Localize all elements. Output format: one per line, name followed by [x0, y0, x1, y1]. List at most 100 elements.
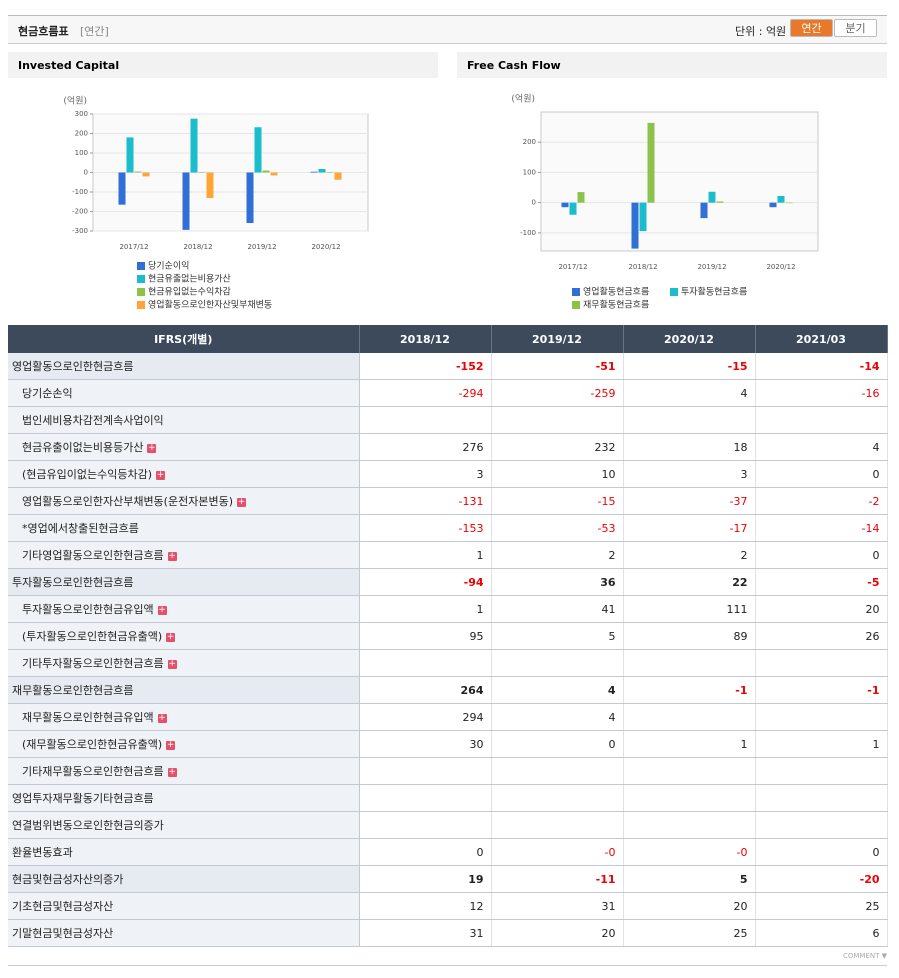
bar	[254, 127, 262, 173]
value-cell: 2	[491, 541, 624, 569]
value-cell: 20	[755, 595, 888, 623]
table-row: 기타재무활동으로인한현금흐름 +	[8, 757, 888, 785]
value-cell: 89	[623, 622, 756, 650]
bar	[700, 202, 708, 219]
row-label: 투자활동으로인한현금흐름	[12, 576, 134, 589]
value-cell: 0	[755, 838, 888, 866]
value-cell: -14	[755, 353, 888, 380]
value-cell: 1	[359, 595, 492, 623]
expand-icon[interactable]: +	[167, 658, 177, 669]
row-label: 재무활동으로인한현금유입액	[22, 711, 154, 724]
legend-label: 당기순이익	[148, 260, 189, 272]
bar	[134, 171, 142, 173]
y-tick-label: 100	[75, 149, 88, 157]
value-cell: 0	[755, 460, 888, 488]
value-cell: 31	[491, 892, 624, 920]
value-cell: 10	[491, 460, 624, 488]
bar	[310, 171, 318, 173]
value-cell	[755, 757, 888, 785]
value-cell: 1	[755, 730, 888, 758]
bar	[769, 202, 777, 208]
value-cell: 25	[755, 892, 888, 920]
y-tick-label: 200	[523, 138, 536, 146]
value-cell	[755, 649, 888, 677]
value-cell: 2	[623, 541, 756, 569]
bar	[190, 118, 198, 173]
legend-swatch	[137, 275, 145, 283]
row-label-cell: 현금유출이없는비용등가산 +	[8, 433, 360, 461]
expand-icon[interactable]: +	[157, 604, 167, 615]
value-cell: -20	[755, 865, 888, 893]
expand-icon[interactable]: +	[167, 766, 177, 777]
row-label: 기말현금및현금성자산	[12, 927, 114, 940]
footer-line	[8, 965, 887, 966]
bar	[198, 171, 206, 173]
table-row: 현금및현금성자산의증가 19 -11 5 -20	[8, 865, 888, 893]
value-cell: 30	[359, 730, 492, 758]
row-label: 영업활동으로인한현금흐름	[12, 360, 134, 373]
value-cell	[755, 703, 888, 731]
x-tick-label: 2017/12	[558, 263, 587, 271]
value-cell: -2	[755, 487, 888, 515]
tab-quarter[interactable]: 분기	[834, 19, 877, 37]
bar	[639, 202, 647, 232]
expand-icon[interactable]: +	[236, 496, 246, 507]
table-row: 기초현금및현금성자산 12 31 20 25	[8, 892, 888, 920]
table-row: 재무활동으로인한현금흐름 264 4 -1 -1	[8, 676, 888, 704]
value-cell: -259	[491, 379, 624, 407]
unit: 단위 : 억원	[735, 25, 787, 38]
legend-label: 투자활동현금흐름	[681, 286, 747, 298]
expand-icon[interactable]: +	[157, 712, 167, 723]
row-label-cell: 영업활동으로인한현금흐름	[8, 353, 360, 380]
row-label-cell: 영업투자재무활동기타현금흐름	[8, 784, 360, 812]
value-cell	[491, 784, 624, 812]
value-cell: -15	[491, 487, 624, 515]
legend-swatch	[670, 288, 678, 296]
value-cell	[755, 784, 888, 812]
legend-swatch	[137, 288, 145, 296]
plot-area	[540, 111, 819, 252]
row-label-cell: 기초현금및현금성자산	[8, 892, 360, 920]
row-label-cell: 투자활동으로인한현금유입액 +	[8, 595, 360, 623]
table-row: *영업에서창출된현금흐름 -153 -53 -17 -14	[8, 514, 888, 542]
legend-swatch	[572, 288, 580, 296]
tab-annual[interactable]: 연간	[790, 19, 833, 37]
value-cell: -153	[359, 514, 492, 542]
value-cell: 6	[755, 919, 888, 947]
value-cell: 232	[491, 433, 624, 461]
value-cell: -5	[755, 568, 888, 596]
value-cell: -51	[491, 353, 624, 380]
bar	[777, 196, 785, 203]
row-label: 환율변동효과	[12, 846, 73, 859]
row-label-cell: 현금및현금성자산의증가	[8, 865, 360, 893]
table-row: 환율변동효과 0 -0 -0 0	[8, 838, 888, 866]
y-tick-label: -100	[72, 188, 88, 196]
value-cell: 25	[623, 919, 756, 947]
expand-icon[interactable]: +	[156, 469, 166, 480]
value-cell: 26	[755, 622, 888, 650]
value-cell	[491, 811, 624, 839]
value-cell: 0	[491, 730, 624, 758]
value-cell: -152	[359, 353, 492, 380]
value-cell: -16	[755, 379, 888, 407]
expand-icon[interactable]: +	[166, 631, 176, 642]
table-row: 연결범위변동으로인한현금의증가	[8, 811, 888, 839]
expand-icon[interactable]: +	[166, 739, 176, 750]
expand-icon[interactable]: +	[147, 442, 157, 453]
row-label: 재무활동으로인한현금흐름	[12, 684, 134, 697]
value-cell: -53	[491, 514, 624, 542]
row-label: 현금유출이없는비용등가산	[22, 441, 144, 454]
table-row: 기타투자활동으로인한현금흐름 +	[8, 649, 888, 677]
expand-icon[interactable]: +	[167, 550, 177, 561]
header-row: IFRS(개별) 2018/12 2019/12 2020/12 2021/03	[8, 325, 888, 353]
value-cell	[359, 406, 492, 434]
y-axis-label: (억원)	[511, 93, 535, 105]
value-cell: -11	[491, 865, 624, 893]
table-row: 투자활동으로인한현금흐름 -94 36 22 -5	[8, 568, 888, 596]
value-cell: 18	[623, 433, 756, 461]
bar	[126, 137, 134, 173]
legend-swatch	[137, 262, 145, 270]
comment-toggle[interactable]: COMMENT ▼	[842, 952, 887, 960]
row-label: (현금유입이없는수익등차감)	[22, 468, 153, 481]
value-cell	[623, 406, 756, 434]
